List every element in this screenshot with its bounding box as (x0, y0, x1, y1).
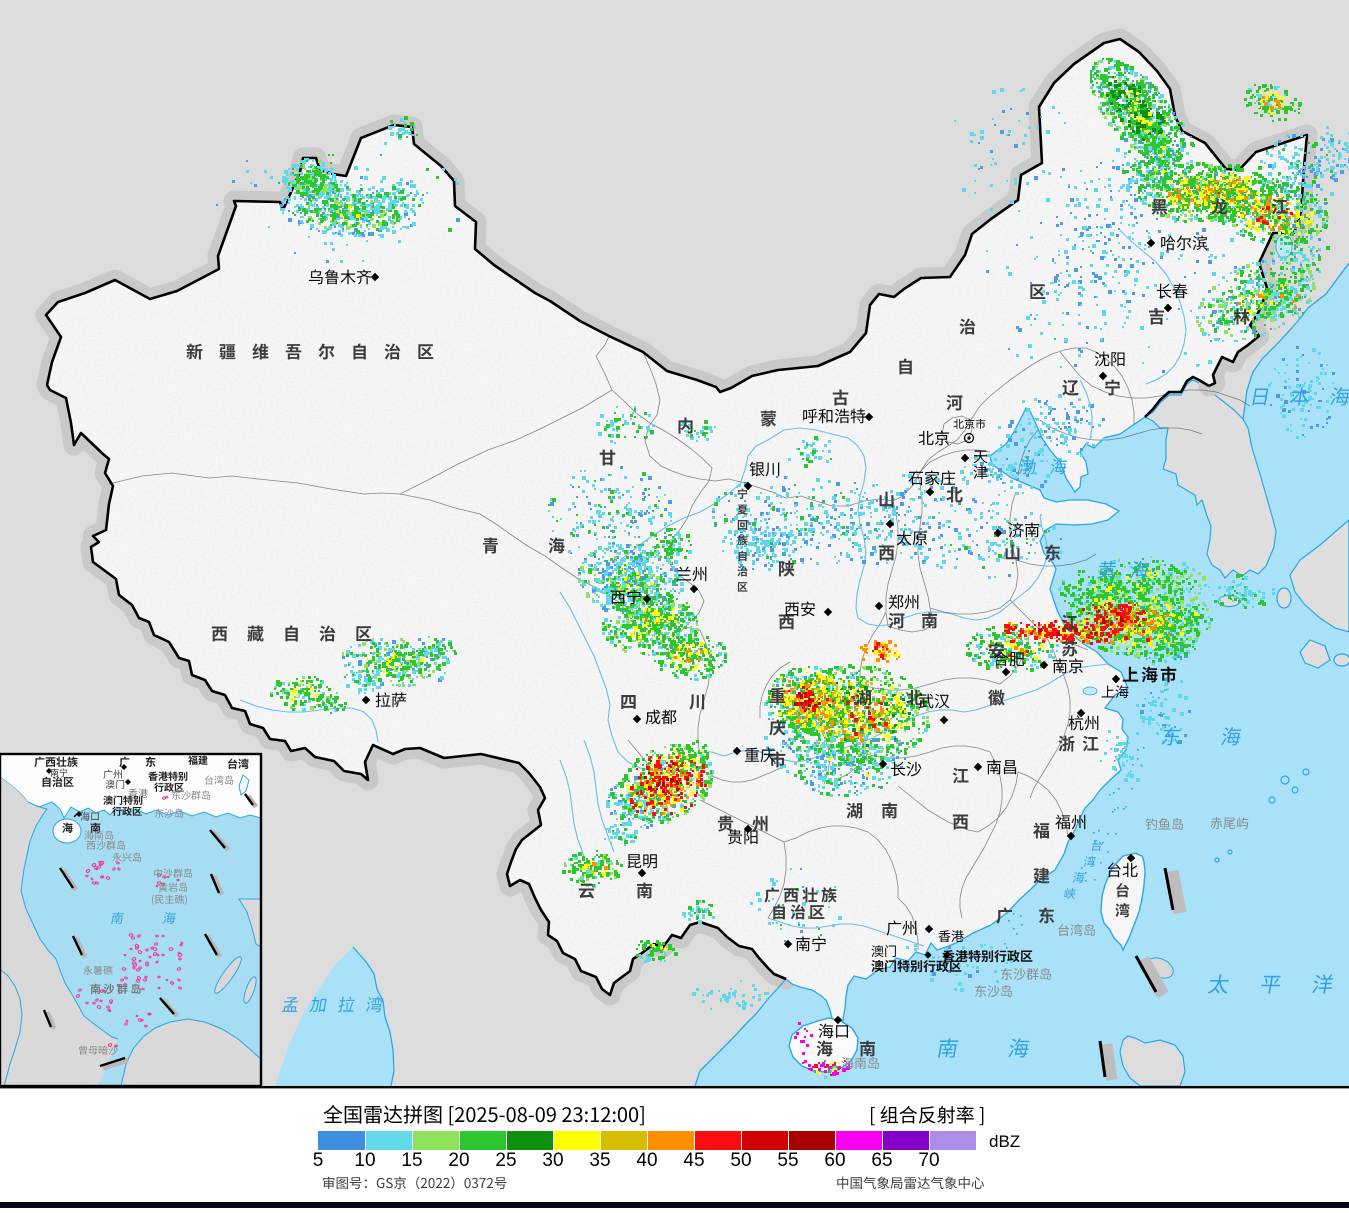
svg-text:15: 15 (401, 1150, 422, 1171)
svg-text:70: 70 (918, 1150, 939, 1171)
svg-text:60: 60 (824, 1150, 845, 1171)
svg-text:20: 20 (448, 1150, 469, 1171)
svg-text:45: 45 (683, 1150, 704, 1171)
svg-text:35: 35 (589, 1150, 610, 1171)
svg-text:5: 5 (313, 1150, 324, 1171)
svg-text:30: 30 (542, 1150, 563, 1171)
svg-text:50: 50 (730, 1150, 751, 1171)
svg-text:25: 25 (495, 1150, 516, 1171)
svg-text:55: 55 (777, 1150, 798, 1171)
svg-text:40: 40 (636, 1150, 657, 1171)
svg-text:dBZ: dBZ (989, 1132, 1020, 1151)
svg-text:10: 10 (354, 1150, 375, 1171)
svg-text:65: 65 (871, 1150, 892, 1171)
